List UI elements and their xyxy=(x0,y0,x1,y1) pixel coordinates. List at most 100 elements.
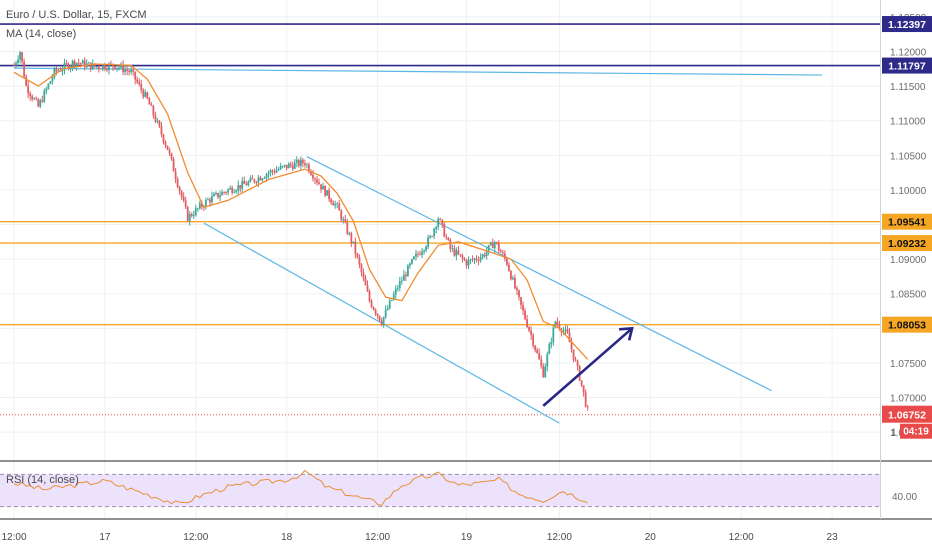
candle-body xyxy=(398,281,401,289)
trend-lines xyxy=(13,67,823,424)
candle-body xyxy=(223,192,225,193)
candle-body xyxy=(417,253,419,255)
trend-line-horizontal-ish xyxy=(13,67,823,76)
candle-body xyxy=(522,304,524,311)
candle-body xyxy=(413,256,415,260)
candle-body xyxy=(441,219,444,225)
ma-legend[interactable]: MA (14, close) xyxy=(6,28,77,40)
candle-body xyxy=(384,309,387,317)
candle-body xyxy=(15,62,17,66)
candle-body xyxy=(404,274,407,277)
candle-body xyxy=(336,203,339,205)
candle-body xyxy=(180,191,183,197)
candle-body xyxy=(493,242,496,249)
candle-body xyxy=(219,195,221,198)
candle-body xyxy=(473,258,476,260)
candle-body xyxy=(402,274,405,281)
level-tag xyxy=(882,213,932,230)
candle-body xyxy=(499,250,502,253)
candle-body xyxy=(495,242,498,244)
candle-body xyxy=(303,163,306,165)
candle-body xyxy=(481,254,484,258)
candle-body xyxy=(118,67,120,69)
candle-body xyxy=(366,285,369,292)
candle-body xyxy=(364,277,367,286)
candle-body xyxy=(162,134,165,143)
arrow-shaft xyxy=(542,327,633,407)
candle-body xyxy=(508,264,510,271)
candle-body xyxy=(455,250,458,256)
candle-body xyxy=(47,83,50,89)
candle-body xyxy=(81,60,84,64)
level-tag-label: 1.09541 xyxy=(888,217,926,229)
candle-body xyxy=(128,70,131,73)
candle-body xyxy=(574,359,577,361)
candle-body xyxy=(186,206,189,222)
candle-body xyxy=(568,332,571,343)
candle-body xyxy=(378,315,381,321)
level-tag-label: 1.08053 xyxy=(888,320,926,332)
candle-body xyxy=(534,345,537,351)
candles xyxy=(13,50,589,411)
candle-body xyxy=(41,100,44,102)
candle-body xyxy=(106,69,108,71)
candle-body xyxy=(570,342,573,350)
candle-body xyxy=(352,241,355,243)
candle-body xyxy=(328,190,331,200)
rsi-legend[interactable]: RSI (14, close) xyxy=(6,474,79,486)
candle-body xyxy=(564,329,567,331)
candle-body xyxy=(43,90,46,102)
candle-body xyxy=(243,180,246,184)
candle-body xyxy=(289,163,292,166)
candle-body xyxy=(63,63,66,71)
candle-body xyxy=(580,380,583,386)
candle-body xyxy=(374,309,377,314)
candle-body xyxy=(332,202,335,206)
time-tick-label: 12:00 xyxy=(1,532,26,543)
candle-body xyxy=(277,169,280,171)
candle-body xyxy=(192,215,195,217)
candle-body xyxy=(261,178,264,181)
candle-body xyxy=(447,237,450,241)
candle-body xyxy=(287,163,290,169)
rsi-tick-label: 40.00 xyxy=(892,492,917,503)
candle-body xyxy=(554,321,557,328)
candle-body xyxy=(540,359,543,366)
candle-body xyxy=(320,184,322,190)
candle-body xyxy=(457,250,460,255)
candle-body xyxy=(360,264,363,273)
candle-body xyxy=(235,190,238,192)
candle-body xyxy=(247,181,250,186)
level-tag xyxy=(882,57,932,74)
candle-body xyxy=(279,166,282,170)
candle-body xyxy=(449,240,452,249)
candle-body xyxy=(453,248,456,256)
candle-body xyxy=(425,246,427,251)
candle-body xyxy=(439,218,442,220)
candle-body xyxy=(55,68,58,72)
price-tick-label: 1.08500 xyxy=(890,290,927,301)
candle-body xyxy=(546,354,549,367)
candle-body xyxy=(172,158,175,172)
candle-body xyxy=(152,105,155,116)
candle-body xyxy=(285,164,288,169)
candle-body xyxy=(35,98,38,100)
price-tags: 1.12397 1.11797 1.09541 1.09232 1.08053 1.067… xyxy=(882,16,932,439)
candle-body xyxy=(27,85,30,94)
candle-body xyxy=(253,179,256,182)
candle-body xyxy=(330,199,333,203)
candle-body xyxy=(174,171,177,180)
candle-body xyxy=(342,219,345,221)
candle-body xyxy=(120,64,122,68)
time-tick-label: 20 xyxy=(645,532,657,543)
candle-body xyxy=(225,192,227,194)
ma-line xyxy=(13,63,589,360)
candle-body xyxy=(237,185,240,191)
candle-body xyxy=(263,177,266,179)
candle-body xyxy=(562,330,565,333)
candle-body xyxy=(23,61,25,77)
price-tick-label: 1.10500 xyxy=(890,151,927,162)
candle-body xyxy=(372,307,375,310)
candle-body xyxy=(205,200,207,207)
